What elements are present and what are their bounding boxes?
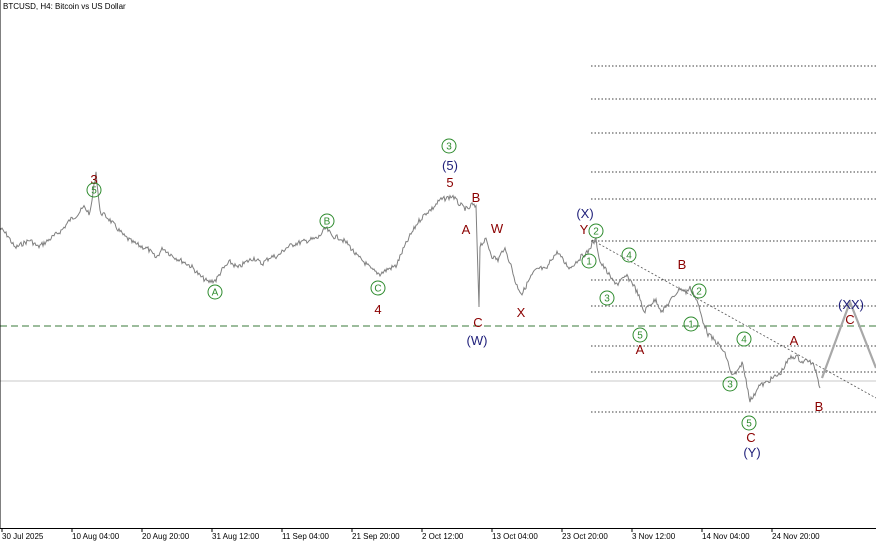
wave-label-circle [319, 213, 335, 229]
wave-label: 1 [586, 257, 592, 268]
wave-label-circle [207, 284, 223, 300]
wave-label: 2 [593, 227, 599, 238]
chart-title: BTCUSD, H4: Bitcoin vs US Dollar [3, 2, 126, 11]
wave-label: 1 [688, 320, 694, 331]
wave-label-circle [722, 376, 738, 392]
wave-label: B [678, 257, 687, 272]
x-tick-label: 23 Oct 20:00 [562, 532, 608, 541]
x-tick-label: 13 Oct 04:00 [492, 532, 538, 541]
wave-label-circle [741, 415, 757, 431]
wave-label-circle [736, 331, 752, 347]
wave-label: B [324, 217, 331, 228]
wave-label: 4 [741, 335, 747, 346]
wave-label-circle [86, 182, 102, 198]
x-tick-label: 31 Aug 12:00 [212, 532, 260, 541]
level-lines [0, 65, 876, 413]
wave-label: C [374, 284, 381, 295]
price-line [0, 171, 821, 403]
wave-label-circle [621, 247, 637, 263]
wave-label: (W) [467, 333, 488, 348]
wave-label: 5 [746, 419, 752, 430]
wave-label: Y [580, 222, 589, 237]
wave-label: W [491, 221, 504, 236]
wave-label-circle [370, 280, 386, 296]
wave-label: 5 [91, 186, 97, 197]
wave-label-circle [441, 138, 457, 154]
wave-label: 5 [637, 331, 643, 342]
wave-label: 3 [604, 294, 610, 305]
wave-label: C [746, 430, 755, 445]
wave-label-circle [691, 283, 707, 299]
wave-label: C [845, 312, 854, 327]
wave-label: X [517, 305, 526, 320]
x-tick-label: 20 Aug 20:00 [142, 532, 190, 541]
x-tick-label: 11 Sep 04:00 [282, 532, 330, 541]
wave-label: 3 [446, 142, 452, 153]
wave-label: (X) [576, 206, 593, 221]
wave-label: 4 [626, 251, 632, 262]
wave-label: A [462, 222, 471, 237]
wave-label: A [790, 333, 799, 348]
x-tick-label: 24 Nov 20:00 [772, 532, 820, 541]
x-tick-label: 21 Sep 20:00 [352, 532, 400, 541]
x-tick-label: 10 Aug 04:00 [72, 532, 120, 541]
wave-label: 3 [727, 380, 733, 391]
wave-label: 3 [90, 172, 97, 187]
wave-label-circle [599, 290, 615, 306]
wave-label: (5) [442, 158, 458, 173]
wave-label: B [815, 399, 824, 414]
wave-label: 2 [696, 287, 702, 298]
wave-label: (Y) [743, 445, 760, 460]
wave-label-circle [632, 327, 648, 343]
wave-label-circle [683, 316, 699, 332]
x-tick-label: 3 Nov 12:00 [632, 532, 676, 541]
wave-label: A [212, 288, 219, 299]
x-tick-label: 30 Jul 2025 [2, 532, 44, 541]
projection-path [820, 298, 876, 379]
wave-label: B [472, 190, 481, 205]
wave-label: A [636, 342, 645, 357]
wave-label-circle [588, 223, 604, 239]
wave-label: C [473, 315, 482, 330]
wave-label: (XX) [838, 297, 864, 312]
x-tick-label: 2 Oct 12:00 [422, 532, 464, 541]
wave-label-circle [581, 253, 597, 269]
wave-label: 4 [374, 302, 381, 317]
wave-label: 5 [446, 175, 453, 190]
x-tick-label: 14 Nov 04:00 [702, 532, 750, 541]
price-series [0, 171, 876, 403]
